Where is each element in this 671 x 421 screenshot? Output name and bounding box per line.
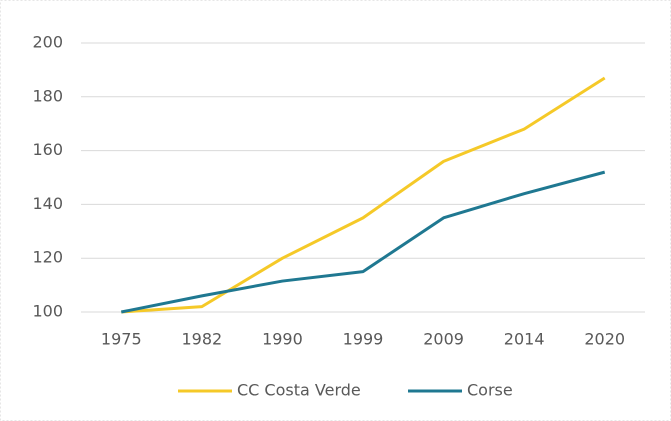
y-tick-label: 140 [32, 194, 63, 213]
y-tick-label: 100 [32, 302, 63, 321]
y-tick-label: 120 [32, 248, 63, 267]
y-tick-label: 200 [32, 33, 63, 52]
x-tick-label: 1982 [181, 330, 222, 349]
x-tick-label: 2009 [423, 330, 464, 349]
legend-label: CC Costa Verde [237, 381, 361, 400]
x-tick-label: 1975 [101, 330, 142, 349]
x-tick-label: 1990 [262, 330, 303, 349]
line-series [120, 170, 606, 314]
legend-label: Corse [467, 381, 513, 400]
x-tick-label: 1999 [343, 330, 384, 349]
x-tick-label: 2014 [504, 330, 545, 349]
y-tick-label: 160 [32, 140, 63, 159]
line-series [121, 76, 606, 314]
x-tick-label: 2020 [584, 330, 625, 349]
y-tick-label: 180 [32, 86, 63, 105]
